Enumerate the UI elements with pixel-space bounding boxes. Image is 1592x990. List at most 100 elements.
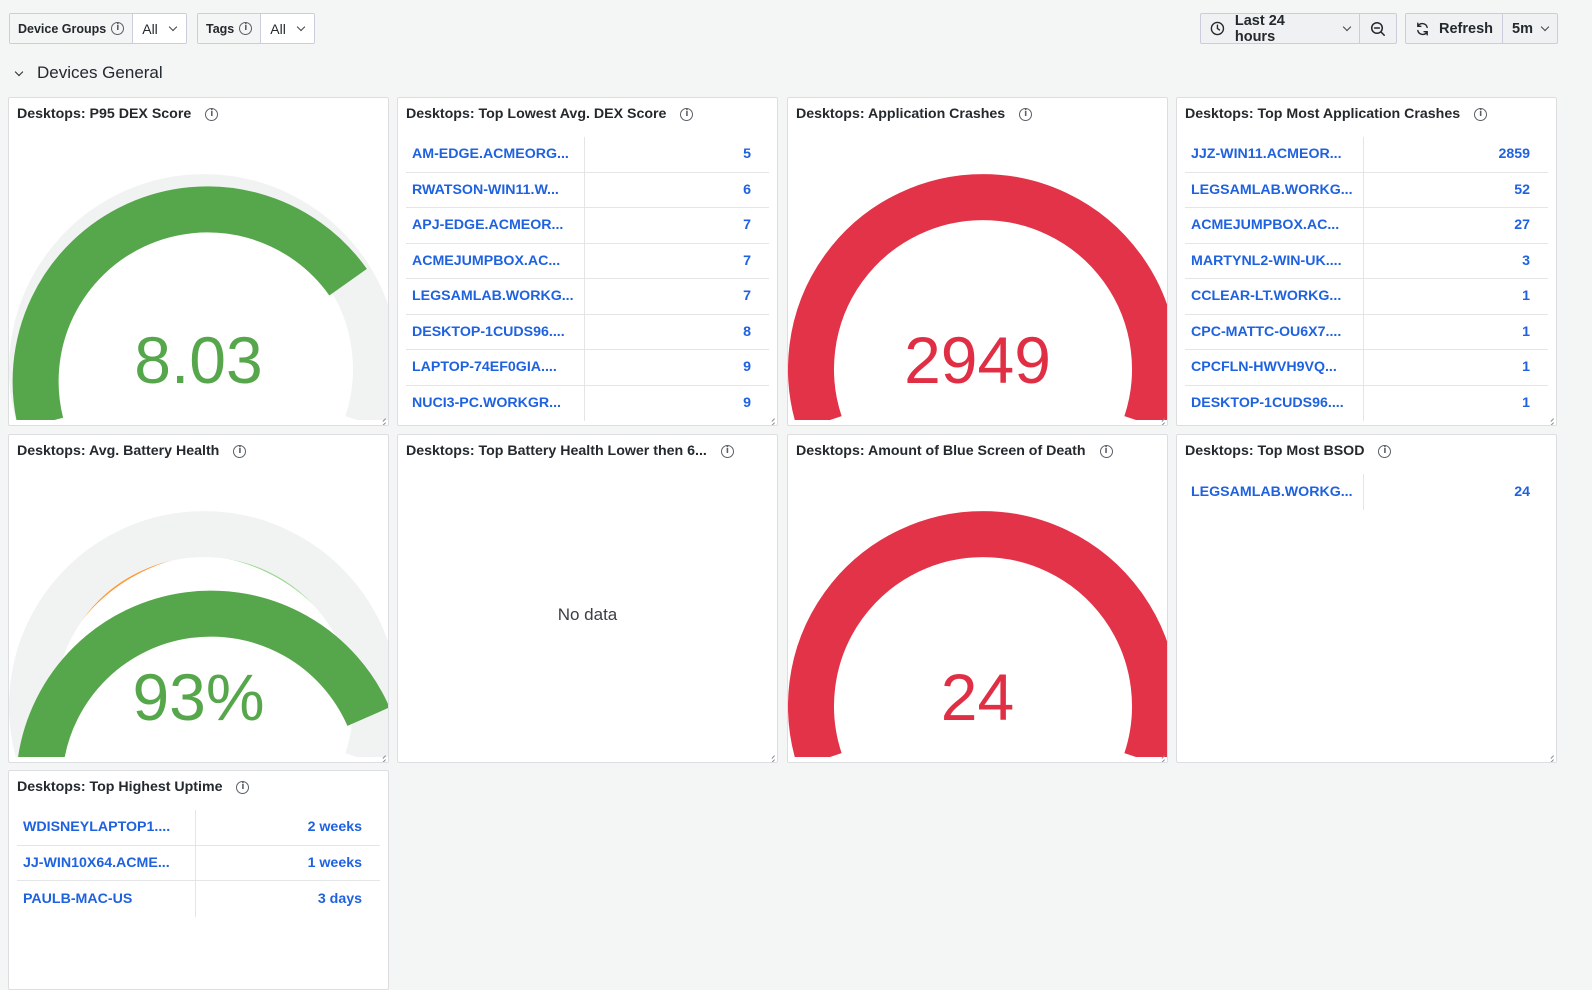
panel-bsod-amount[interactable]: Desktops: Amount of Blue Screen of Death… bbox=[787, 434, 1168, 763]
tags-select[interactable]: All bbox=[261, 14, 314, 43]
device-link[interactable]: LEGSAMLAB.WORKG... bbox=[1185, 474, 1364, 510]
gauge-application-crashes bbox=[788, 174, 1167, 420]
gauge-value: 8.03 bbox=[134, 323, 263, 397]
table-row[interactable]: DESKTOP-1CUDS96.... 1 bbox=[1185, 385, 1548, 421]
panel-application-crashes[interactable]: Desktops: Application Crashes i 2949 bbox=[787, 97, 1168, 426]
refresh-interval-select[interactable]: 5m bbox=[1502, 14, 1557, 43]
device-link[interactable]: CPC-MATTC-OU6X7.... bbox=[1185, 314, 1364, 349]
device-groups-select[interactable]: All bbox=[133, 14, 186, 43]
device-link[interactable]: CPCFLN-HWVH9VQ... bbox=[1185, 350, 1364, 385]
panel-top-most-app-crashes[interactable]: Desktops: Top Most Application Crashes i… bbox=[1176, 97, 1557, 426]
cell-value: 1 bbox=[1522, 323, 1530, 340]
device-link[interactable]: PAULB-MAC-US bbox=[17, 881, 196, 917]
device-link[interactable]: MARTYNL2-WIN-UK.... bbox=[1185, 243, 1364, 278]
table-row[interactable]: CPC-MATTC-OU6X7.... 1 bbox=[1185, 314, 1548, 350]
cell-value: 1 bbox=[1522, 395, 1530, 412]
resize-handle[interactable] bbox=[767, 415, 775, 423]
time-range-button[interactable]: Last 24 hours bbox=[1201, 13, 1359, 45]
info-icon[interactable]: i bbox=[236, 780, 250, 794]
device-groups-variable[interactable]: Device Groups i All bbox=[9, 13, 187, 44]
table-row[interactable]: NUCI3-PC.WORKGR... 9 bbox=[406, 385, 769, 421]
gauge-value: 2949 bbox=[904, 323, 1051, 397]
resize-handle[interactable] bbox=[1157, 415, 1165, 423]
table-row[interactable]: AM-EDGE.ACMEORG... 5 bbox=[406, 137, 769, 173]
resize-handle[interactable] bbox=[1157, 752, 1165, 760]
table-row[interactable]: ACMEJUMPBOX.AC... 27 bbox=[1185, 208, 1548, 244]
table-row[interactable]: LEGSAMLAB.WORKG... 7 bbox=[406, 279, 769, 315]
info-icon[interactable]: i bbox=[111, 22, 125, 35]
device-link[interactable]: LEGSAMLAB.WORKG... bbox=[1185, 172, 1364, 207]
info-icon[interactable]: i bbox=[239, 22, 253, 35]
table-row[interactable]: JJ-WIN10X64.ACME... 1 weeks bbox=[17, 845, 380, 881]
info-icon[interactable]: i bbox=[233, 444, 247, 458]
device-link[interactable]: JJZ-WIN11.ACMEOR... bbox=[1185, 137, 1364, 172]
panel-title: Desktops: Avg. Battery Health bbox=[17, 443, 220, 459]
table-row[interactable]: CCLEAR-LT.WORKG... 1 bbox=[1185, 279, 1548, 315]
chevron-down-icon bbox=[1540, 22, 1550, 32]
resize-handle[interactable] bbox=[767, 752, 775, 760]
device-link[interactable]: CCLEAR-LT.WORKG... bbox=[1185, 279, 1364, 314]
device-link[interactable]: WDISNEYLAPTOP1.... bbox=[17, 810, 196, 845]
device-link[interactable]: LAPTOP-74EF0GIA.... bbox=[406, 350, 585, 385]
panel-title: Desktops: Top Lowest Avg. DEX Score bbox=[406, 106, 667, 122]
panel-top-most-bsod[interactable]: Desktops: Top Most BSOD i LEGSAMLAB.WORK… bbox=[1176, 434, 1557, 763]
zoom-out-icon bbox=[1371, 21, 1386, 36]
refresh-interval-value: 5m bbox=[1512, 20, 1533, 37]
panel-title: Desktops: Top Most Application Crashes bbox=[1185, 106, 1461, 122]
table-row[interactable]: PAULB-MAC-US 3 days bbox=[17, 881, 380, 917]
resize-handle[interactable] bbox=[1546, 415, 1554, 423]
table-row[interactable]: JJZ-WIN11.ACMEOR... 2859 bbox=[1185, 137, 1548, 173]
panel-top-battery-health-lower[interactable]: Desktops: Top Battery Health Lower then … bbox=[397, 434, 778, 763]
clock-icon bbox=[1210, 21, 1225, 36]
info-icon[interactable]: i bbox=[1099, 444, 1113, 458]
table: WDISNEYLAPTOP1.... 2 weeks JJ-WIN10X64.AC… bbox=[17, 810, 380, 917]
cell-value: 6 bbox=[743, 181, 751, 198]
info-icon[interactable]: i bbox=[205, 107, 219, 121]
table-row[interactable]: WDISNEYLAPTOP1.... 2 weeks bbox=[17, 810, 380, 846]
tags-label: Tags bbox=[206, 21, 235, 36]
device-link[interactable]: DESKTOP-1CUDS96.... bbox=[1185, 385, 1364, 421]
refresh-label: Refresh bbox=[1439, 20, 1493, 37]
table-row[interactable]: LEGSAMLAB.WORKG... 52 bbox=[1185, 172, 1548, 208]
tags-variable[interactable]: Tags i All bbox=[197, 13, 315, 44]
time-range-picker[interactable]: Last 24 hours bbox=[1200, 13, 1397, 45]
info-icon[interactable]: i bbox=[680, 107, 694, 121]
panel-avg-battery-health[interactable]: Desktops: Avg. Battery Health i 93% bbox=[8, 434, 389, 763]
device-link[interactable]: ACMEJUMPBOX.AC... bbox=[406, 243, 585, 278]
device-link[interactable]: NUCI3-PC.WORKGR... bbox=[406, 385, 585, 421]
device-link[interactable]: LEGSAMLAB.WORKG... bbox=[406, 279, 585, 314]
row-header-devices-general[interactable]: Devices General bbox=[14, 63, 163, 83]
resize-handle[interactable] bbox=[378, 415, 386, 423]
refresh-picker[interactable]: Refresh 5m bbox=[1405, 13, 1558, 44]
table-row[interactable]: CPCFLN-HWVH9VQ... 1 bbox=[1185, 350, 1548, 386]
no-data-message: No data bbox=[557, 605, 618, 624]
cell-value: 1 weeks bbox=[307, 854, 362, 871]
device-link[interactable]: APJ-EDGE.ACMEOR... bbox=[406, 208, 585, 243]
device-link[interactable]: RWATSON-WIN11.W... bbox=[406, 172, 585, 207]
panel-top-highest-uptime[interactable]: Desktops: Top Highest Uptime i WDISNEYLA… bbox=[8, 770, 389, 990]
gauge-track bbox=[9, 511, 388, 757]
device-link[interactable]: DESKTOP-1CUDS96.... bbox=[406, 314, 585, 349]
device-link[interactable]: ACMEJUMPBOX.AC... bbox=[1185, 208, 1364, 243]
table-row[interactable]: RWATSON-WIN11.W... 6 bbox=[406, 172, 769, 208]
table-row[interactable]: DESKTOP-1CUDS96.... 8 bbox=[406, 314, 769, 350]
info-icon[interactable]: i bbox=[1474, 107, 1488, 121]
info-icon[interactable]: i bbox=[1378, 444, 1392, 458]
device-link[interactable]: AM-EDGE.ACMEORG... bbox=[406, 137, 585, 172]
resize-handle[interactable] bbox=[378, 752, 386, 760]
device-link[interactable]: JJ-WIN10X64.ACME... bbox=[17, 845, 196, 880]
refresh-button[interactable]: Refresh bbox=[1406, 14, 1502, 43]
resize-handle[interactable] bbox=[1546, 752, 1554, 760]
panel-p95-dex-score[interactable]: Desktops: P95 DEX Score i 8.03 bbox=[8, 97, 389, 426]
table-row[interactable]: MARTYNL2-WIN-UK.... 3 bbox=[1185, 243, 1548, 279]
info-icon[interactable]: i bbox=[720, 444, 734, 458]
table-row[interactable]: LAPTOP-74EF0GIA.... 9 bbox=[406, 350, 769, 386]
panel-top-lowest-dex[interactable]: Desktops: Top Lowest Avg. DEX Score i AM… bbox=[397, 97, 778, 426]
cell-value: 7 bbox=[743, 217, 751, 234]
table-row[interactable]: APJ-EDGE.ACMEOR... 7 bbox=[406, 208, 769, 244]
info-icon[interactable]: i bbox=[1019, 107, 1033, 121]
zoom-out-button[interactable] bbox=[1359, 14, 1396, 43]
table-row[interactable]: ACMEJUMPBOX.AC... 7 bbox=[406, 243, 769, 279]
table-row[interactable]: LEGSAMLAB.WORKG... 24 bbox=[1185, 474, 1548, 510]
cell-value: 1 bbox=[1522, 359, 1530, 376]
